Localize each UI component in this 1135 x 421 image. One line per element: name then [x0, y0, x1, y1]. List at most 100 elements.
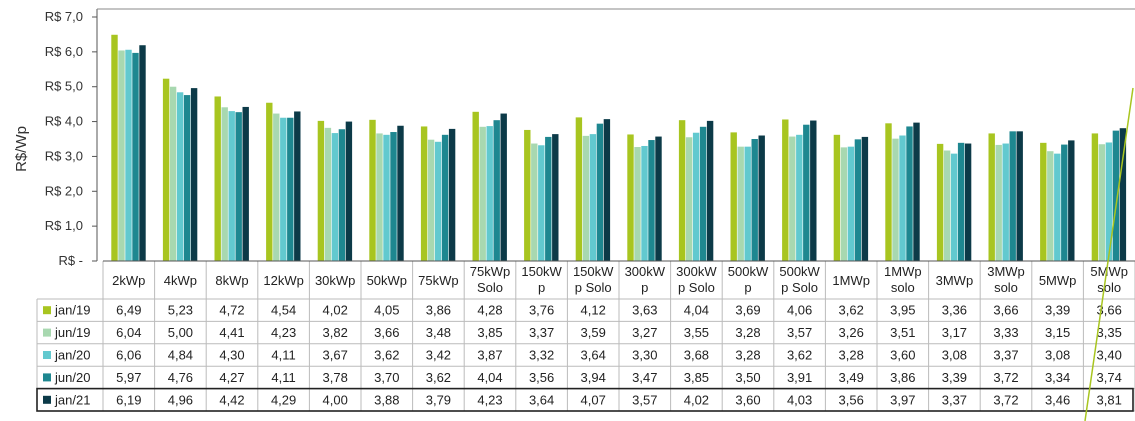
table-cell-value: 3,39 — [1045, 303, 1070, 318]
category-label: 5MWp — [1039, 273, 1077, 288]
table-cell-value: 3,76 — [529, 303, 554, 318]
category-label: 300kW — [625, 264, 666, 279]
bar-jun-19-15 — [892, 138, 899, 261]
bar-jan-21-12 — [758, 135, 765, 261]
bar-jan-20-12 — [744, 146, 751, 261]
table-cell-value: 4,12 — [581, 303, 606, 318]
bar-jan-21-9 — [603, 119, 611, 261]
category-label: p Solo — [781, 280, 818, 295]
category-label: 500kW — [779, 264, 820, 279]
bar-jun-19-7 — [479, 126, 486, 261]
bar-jun-19-18 — [1047, 151, 1054, 261]
table-cell-value: 3,62 — [426, 370, 451, 385]
table-cell-value: 4,02 — [684, 392, 709, 407]
bar-jun-20-0 — [132, 52, 139, 261]
bar-jan-19-16 — [936, 143, 944, 261]
table-cell-value: 3,87 — [477, 348, 502, 363]
table-cell-value: 3,33 — [993, 325, 1018, 340]
legend-label: jun/20 — [54, 370, 90, 385]
table-cell-value: 4,03 — [787, 392, 812, 407]
table-cell-value: 3,62 — [839, 303, 864, 318]
bar-jun-20-7 — [493, 120, 500, 261]
table-cell-value: 3,32 — [529, 348, 554, 363]
bar-jan-21-2 — [242, 106, 249, 261]
bar-jun-19-5 — [376, 133, 383, 261]
table-cell-value: 4,27 — [219, 370, 244, 385]
category-label: 12kWp — [263, 273, 303, 288]
table-cell-value: 3,39 — [942, 370, 967, 385]
table-cell-value: 3,85 — [477, 325, 502, 340]
bar-jan-21-6 — [448, 128, 456, 261]
table-cell-value: 3,59 — [581, 325, 606, 340]
category-label: 500kW — [728, 264, 769, 279]
bar-jan-19-14 — [833, 134, 841, 261]
bar-jan-20-2 — [228, 111, 235, 261]
table-cell-value: 3,66 — [993, 303, 1018, 318]
legend-swatch — [43, 328, 51, 337]
category-label: solo — [891, 280, 915, 295]
table-cell-value: 3,95 — [890, 303, 915, 318]
table-cell-value: 3,08 — [1045, 348, 1070, 363]
bar-jun-20-3 — [287, 117, 294, 261]
category-label: 3MWp — [987, 264, 1025, 279]
bar-jan-20-3 — [280, 117, 287, 261]
table-cell-value: 4,04 — [684, 303, 709, 318]
category-label: p — [744, 280, 751, 295]
category-label: 300kW — [676, 264, 717, 279]
table-cell-value: 3,78 — [323, 370, 348, 385]
table-cell-value: 4,41 — [219, 325, 244, 340]
category-label: solo — [1097, 280, 1121, 295]
table-cell-value: 3,17 — [942, 325, 967, 340]
bar-jan-19-3 — [266, 102, 273, 262]
bar-jan-20-13 — [796, 134, 803, 261]
bar-jun-20-19 — [1112, 130, 1120, 261]
table-cell-value: 3,48 — [426, 325, 451, 340]
bar-jan-19-9 — [575, 117, 583, 261]
bar-jan-19-13 — [782, 119, 789, 261]
bar-jun-19-6 — [427, 139, 435, 261]
bar-jan-20-18 — [1054, 153, 1061, 261]
bar-jan-20-17 — [1002, 143, 1009, 261]
bar-jan-21-5 — [397, 125, 404, 261]
bar-jun-19-0 — [118, 50, 125, 261]
bar-jan-21-4 — [345, 121, 353, 261]
table-cell-value: 3,28 — [839, 348, 864, 363]
bar-jan-20-19 — [1105, 142, 1113, 261]
legend-swatch — [43, 351, 51, 359]
table-cell-value: 3,85 — [684, 370, 709, 385]
table-cell-value: 3,97 — [890, 392, 915, 407]
bar-jun-19-17 — [995, 144, 1002, 261]
table-cell-value: 6,06 — [116, 348, 141, 363]
category-label: 1MWp — [832, 273, 870, 288]
bar-jan-20-9 — [589, 134, 597, 261]
bar-jan-20-7 — [486, 126, 493, 261]
table-cell-value: 3,37 — [529, 325, 554, 340]
category-label: solo — [994, 280, 1018, 295]
category-label: 150kW — [521, 264, 562, 279]
bar-jan-20-16 — [950, 153, 958, 261]
table-cell-value: 4,00 — [323, 392, 348, 407]
table-cell-value: 3,60 — [735, 392, 760, 407]
bar-jan-19-19 — [1091, 133, 1099, 261]
category-label: p Solo — [678, 280, 715, 295]
table-cell-value: 3,55 — [684, 325, 709, 340]
category-label: 4kWp — [164, 273, 197, 288]
y-tick-label: R$ 1,0 — [45, 218, 83, 233]
table-cell-value: 3,74 — [1097, 370, 1122, 385]
category-label: 150kW — [573, 264, 614, 279]
bar-jan-19-1 — [162, 78, 170, 261]
bar-jun-20-8 — [545, 136, 552, 261]
table-cell-value: 3,79 — [426, 392, 451, 407]
decorative-trend-line — [1084, 87, 1134, 421]
category-label: 8kWp — [215, 273, 248, 288]
table-cell-value: 3,27 — [632, 325, 657, 340]
category-label: 75kWp — [470, 264, 510, 279]
table-cell-value: 4,07 — [581, 392, 606, 407]
table-cell-value: 3,15 — [1045, 325, 1070, 340]
table-cell-value: 3,37 — [942, 392, 967, 407]
table-cell-value: 3,86 — [890, 370, 915, 385]
bar-jun-20-15 — [906, 126, 913, 261]
table-cell-value: 4,28 — [477, 303, 502, 318]
table-cell-value: 3,28 — [735, 348, 760, 363]
table-cell-value: 3,36 — [942, 303, 967, 318]
